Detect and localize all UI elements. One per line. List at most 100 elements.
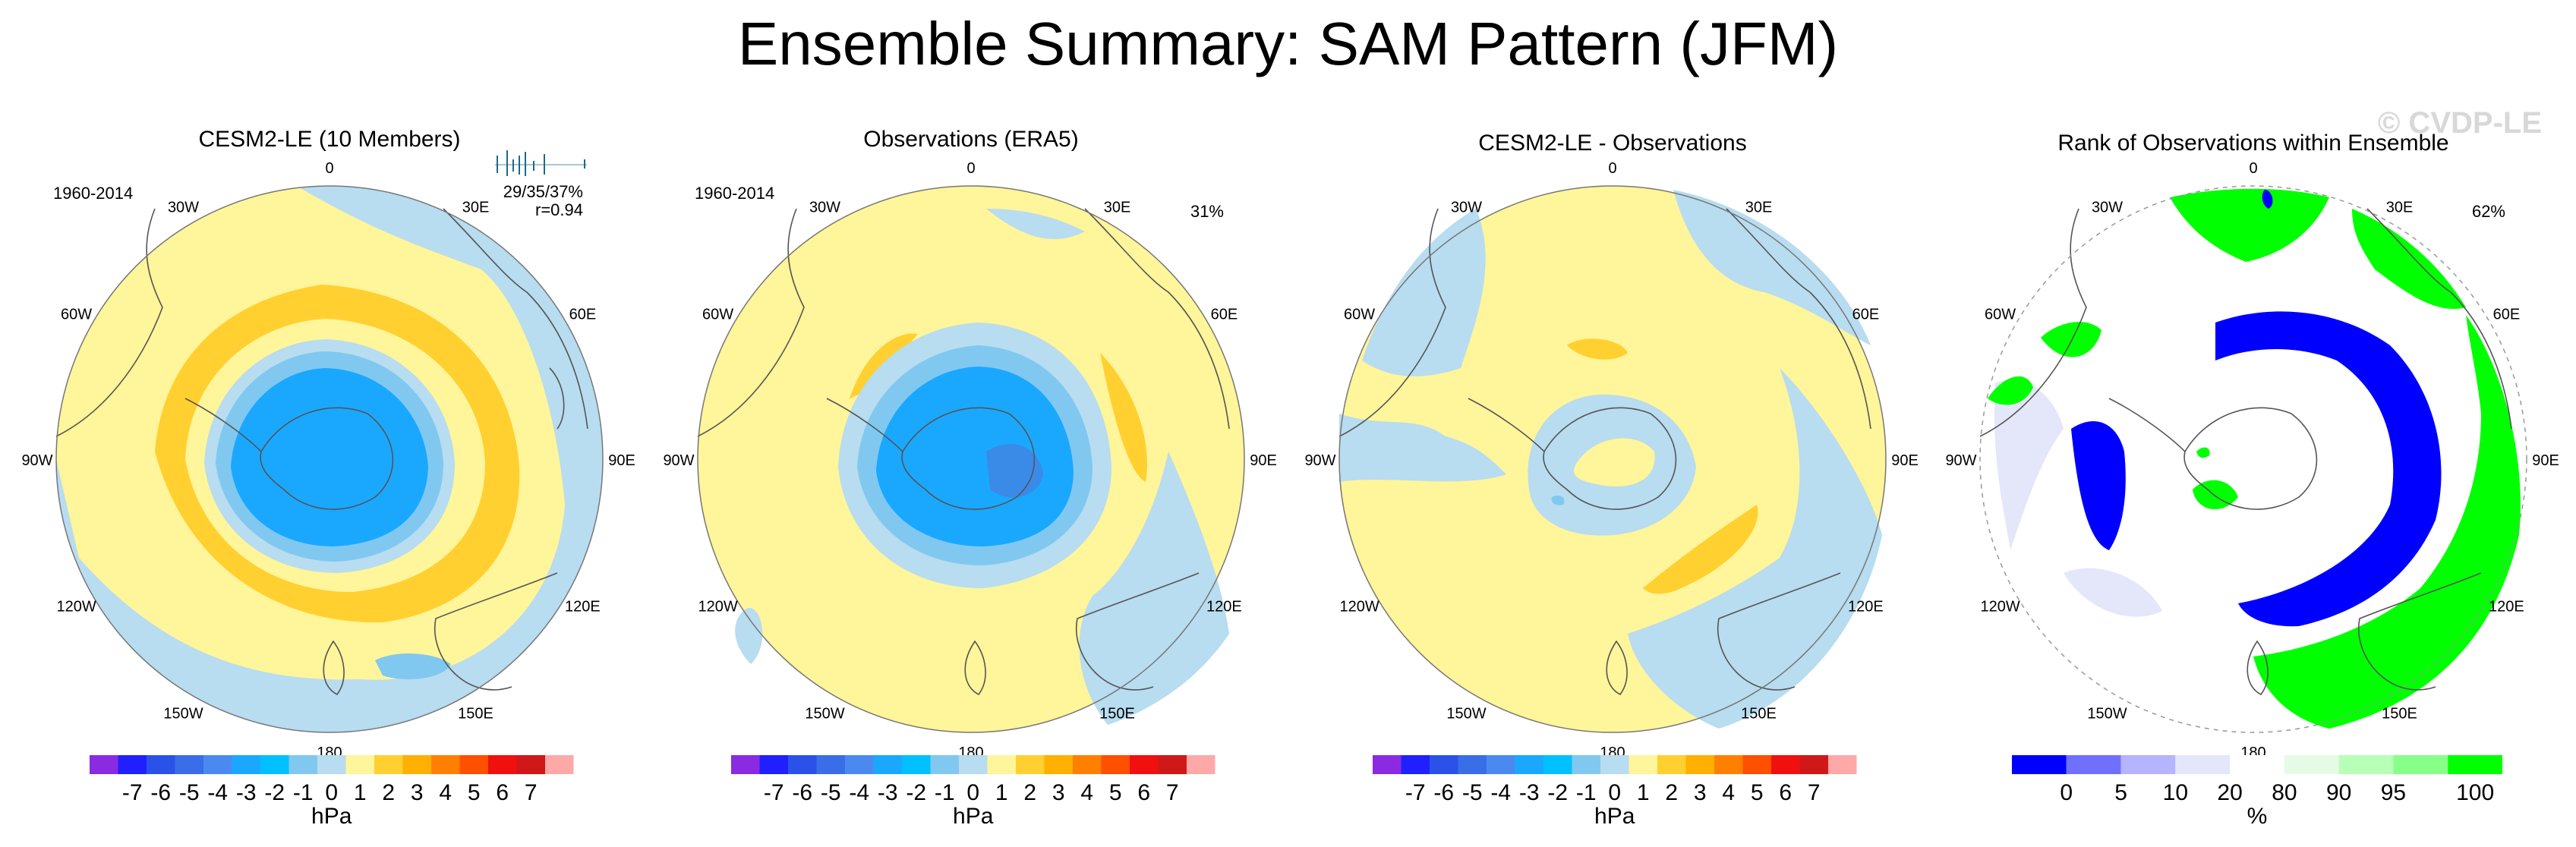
longitude-label: 150W (1446, 705, 1486, 722)
colorbar-swatch (1828, 755, 1857, 774)
colorbar-swatch (175, 755, 203, 774)
colorbar-tick-label: 1 (1637, 780, 1650, 805)
colorbar-unit: % (2247, 804, 2268, 829)
colorbar-swatch (1430, 755, 1458, 774)
longitude-label: 30W (809, 200, 840, 216)
colorbar-swatch (1158, 755, 1187, 774)
colorbar-swatch (545, 755, 574, 774)
longitude-label: 120W (1980, 599, 2019, 616)
colorbar-swatch (788, 755, 817, 774)
colorbar-tick-label: -4 (207, 780, 228, 805)
colorbar-tick-label: 5 (468, 780, 481, 805)
panel-title-rank: Rank of Observations within Ensemble (2057, 131, 2448, 156)
colorbar-swatch (845, 755, 874, 774)
colorbar-swatch (902, 755, 931, 774)
colorbar-tick-label: 1 (354, 780, 367, 805)
longitude-label: 0 (1608, 160, 1616, 177)
longitude-label: 150W (163, 705, 203, 722)
colorbar-swatch (516, 755, 545, 774)
colorbar-swatch (431, 755, 460, 774)
slp-map-cesm2 (55, 185, 604, 733)
colorbar-swatch (2012, 755, 2067, 774)
colorbar-tick-label: 0 (2060, 780, 2073, 805)
colorbar-swatch (459, 755, 488, 774)
colorbar-tick-label: 6 (496, 780, 509, 805)
longitude-label: 150E (458, 705, 493, 722)
colorbar-tick-label: 3 (411, 780, 424, 805)
colorbar-tick-label: -1 (293, 780, 314, 805)
colorbar-swatch (1073, 755, 1102, 774)
colorbar-swatch (1130, 755, 1159, 774)
colorbar-swatch (232, 755, 260, 774)
colorbar-swatch (1016, 755, 1045, 774)
colorbar-tick-label: -2 (264, 780, 285, 805)
longitude-label: 90W (21, 452, 52, 469)
colorbar-swatch (1187, 755, 1215, 774)
colorbar-tick-label: 2 (1665, 780, 1678, 805)
colorbar-swatch (987, 755, 1016, 774)
longitude-label: 30E (1745, 200, 1773, 216)
colorbar-swatch (118, 755, 147, 774)
panel-title-difference: CESM2-LE - Observations (1478, 131, 1746, 156)
map-boundary (697, 185, 1245, 733)
longitude-label: 150W (805, 705, 844, 722)
longitude-label: 30W (168, 200, 199, 216)
colorbar-tick-label: 7 (525, 780, 538, 805)
colorbar-swatch (374, 755, 403, 774)
colorbar-tick-label: 2 (382, 780, 395, 805)
colorbar-swatch (1515, 755, 1543, 774)
longitude-label: 90E (608, 452, 635, 469)
colorbar-swatch (1657, 755, 1686, 774)
longitude-label: 30W (2092, 200, 2123, 216)
colorbar-swatch (2230, 755, 2284, 774)
colorbar-tick-label: 0 (1608, 780, 1621, 805)
colorbar-swatch (488, 755, 517, 774)
colorbar-tick-label: -2 (1547, 780, 1568, 805)
longitude-label: 60E (2493, 307, 2521, 323)
colorbar-difference: -7 -6 -5 -4 -3 -2 -1 0 1 2 3 4 5 6 7 hPa (1373, 755, 1857, 829)
colorbar-swatch (1742, 755, 1771, 774)
colorbar-swatch (1101, 755, 1130, 774)
period-label-era5: 1960-2014 (695, 184, 774, 203)
watermark: © CVDP-LE (2377, 106, 2542, 140)
colorbar-swatch (2066, 755, 2121, 774)
colorbar-tick-label: 2 (1023, 780, 1036, 805)
longitude-label: 60W (1344, 307, 1375, 323)
colorbar-unit: hPa (311, 804, 352, 829)
longitude-label: 90W (1304, 452, 1335, 469)
colorbar-swatch (90, 755, 118, 774)
colorbar-tick-label: 3 (1052, 780, 1065, 805)
colorbar-tick-label: 7 (1808, 780, 1821, 805)
colorbar-swatch (1487, 755, 1515, 774)
longitude-label: 150E (1741, 705, 1777, 722)
colorbar-swatch (1458, 755, 1487, 774)
colorbar-swatch (1044, 755, 1073, 774)
colorbar-swatch (1629, 755, 1657, 774)
colorbar-swatch (1771, 755, 1800, 774)
longitude-label: 0 (325, 160, 333, 177)
colorbar-swatch (1543, 755, 1572, 774)
colorbar-swatch (147, 755, 175, 774)
colorbar-tick-label: -7 (122, 780, 143, 805)
colorbar-unit: hPa (953, 804, 994, 829)
longitude-label: 30W (1451, 200, 1482, 216)
longitude-label: 30E (462, 200, 490, 216)
colorbar-tick-label: 4 (1722, 780, 1735, 805)
colorbar-swatch (2284, 755, 2339, 774)
period-label-cesm2: 1960-2014 (53, 184, 133, 203)
figure-title: Ensemble Summary: SAM Pattern (JFM) (737, 10, 1839, 77)
colorbar-tick-label: 4 (1080, 780, 1093, 805)
longitude-label: 90E (2532, 452, 2559, 469)
longitude-label: 90W (663, 452, 694, 469)
ensemble-spread-ticks (495, 150, 587, 176)
colorbar-tick-label: -3 (878, 780, 898, 805)
colorbar-swatch (1600, 755, 1629, 774)
longitude-label: 0 (966, 160, 975, 177)
longitude-label: 60E (1211, 307, 1238, 323)
panel-title-era5: Observations (ERA5) (863, 127, 1078, 152)
colorbar-tick-label: 0 (966, 780, 979, 805)
rank-percent: 62% (2472, 202, 2505, 221)
map-boundary (1979, 185, 2527, 733)
colorbar-era5: -7 -6 -5 -4 -3 -2 -1 0 1 2 3 4 5 6 7 hPa (731, 755, 1215, 829)
